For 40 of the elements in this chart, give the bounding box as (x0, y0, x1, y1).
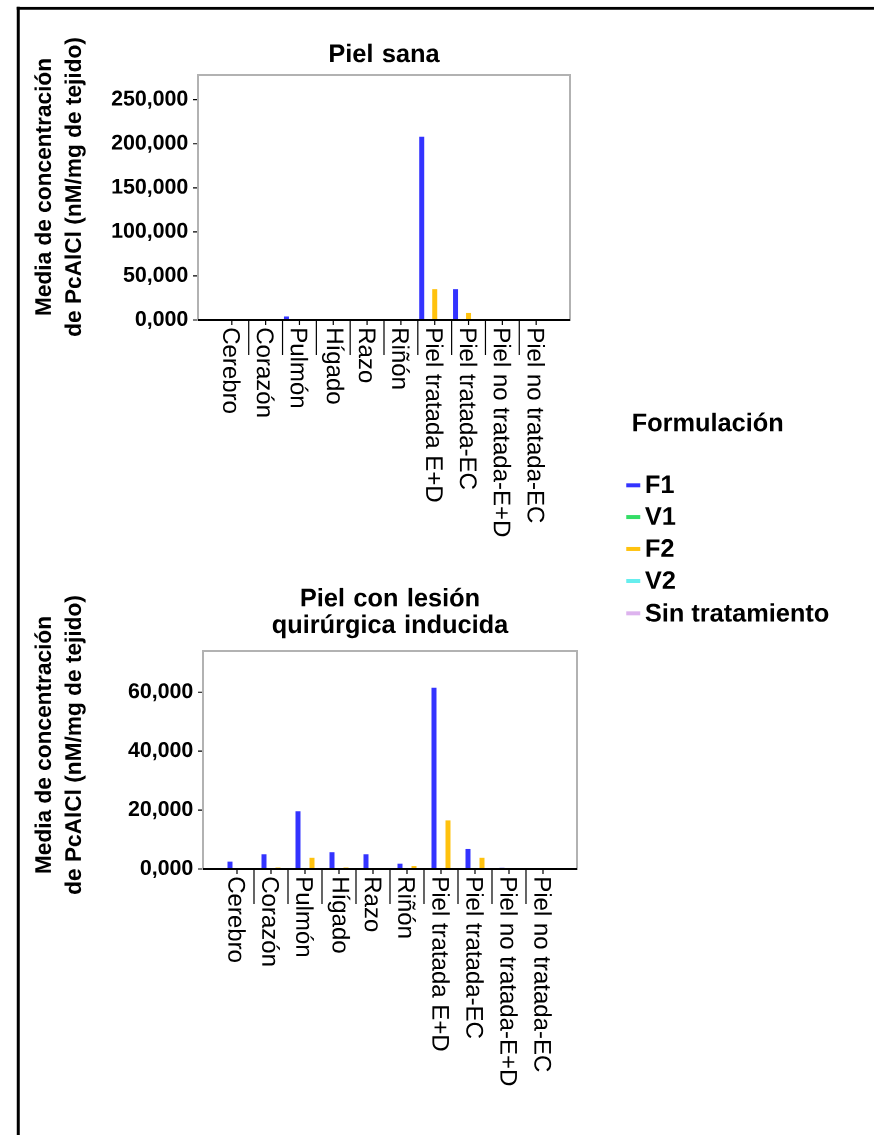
chart-title: Piel con lesión quirúrgica inducida (272, 587, 509, 639)
x-tick-label: Piel no tratada-EC (527, 329, 545, 523)
legend-label: Sin tratamiento (645, 603, 829, 622)
legend-label: F1 (646, 475, 674, 494)
x-tick-label: Piel no tratada-EC (534, 878, 552, 1072)
y-axis-title: Media de concentración de PcAlCl (nM/mg de tejido) (34, 596, 86, 894)
x-tick-label: Piel tratada E+D (432, 878, 450, 1051)
x-tick-label: Riñón (391, 329, 410, 389)
y-tick-label: 100,000 (112, 222, 188, 241)
chart-title: Piel sana (330, 43, 440, 63)
x-tick-label: Riñón (398, 878, 416, 938)
x-tick-label: Cerebro (228, 877, 246, 962)
x-tick-label: Corazón (262, 877, 280, 966)
y-tick-label: 60,000 (128, 683, 193, 702)
y-tick-label: 40,000 (128, 742, 193, 761)
y-axis-title: Media de concentración de PcAlCl (nM/mg de tejido) (34, 38, 86, 336)
y-tick-label: 0,000 (135, 310, 188, 330)
legend-label: V2 (645, 571, 675, 589)
y-tick-label: 150,000 (112, 178, 188, 197)
x-tick-label: Piel no tratada-E+D (500, 878, 518, 1086)
x-tick-label: Corazón (256, 328, 275, 417)
x-tick-label: Piel tratada-EC (466, 878, 484, 1039)
y-tick-label: 20,000 (128, 800, 193, 820)
legend-title: Formulación (633, 412, 783, 432)
x-tick-label: Piel no tratada-E+D (493, 329, 512, 537)
x-tick-label: Pulmón (296, 878, 314, 957)
legend-label: V1 (645, 507, 676, 525)
y-tick-label: 50,000 (123, 266, 188, 286)
x-tick-label: Razo (364, 878, 382, 932)
x-tick-label: Cerebro (223, 328, 241, 413)
legend-label: F2 (646, 539, 674, 557)
x-tick-label: Hígado (327, 878, 351, 953)
y-tick-label: 250,000 (111, 90, 188, 109)
x-tick-label: Razo (358, 329, 376, 383)
x-tick-label: Piel tratada-EC (459, 329, 478, 490)
x-tick-label: Pulmón (290, 329, 309, 408)
y-tick-label: 200,000 (111, 134, 188, 153)
x-tick-label: Piel tratada E+D (425, 329, 444, 502)
x-tick-label: Hígado (321, 329, 345, 404)
y-tick-label: 0,000 (140, 859, 193, 879)
